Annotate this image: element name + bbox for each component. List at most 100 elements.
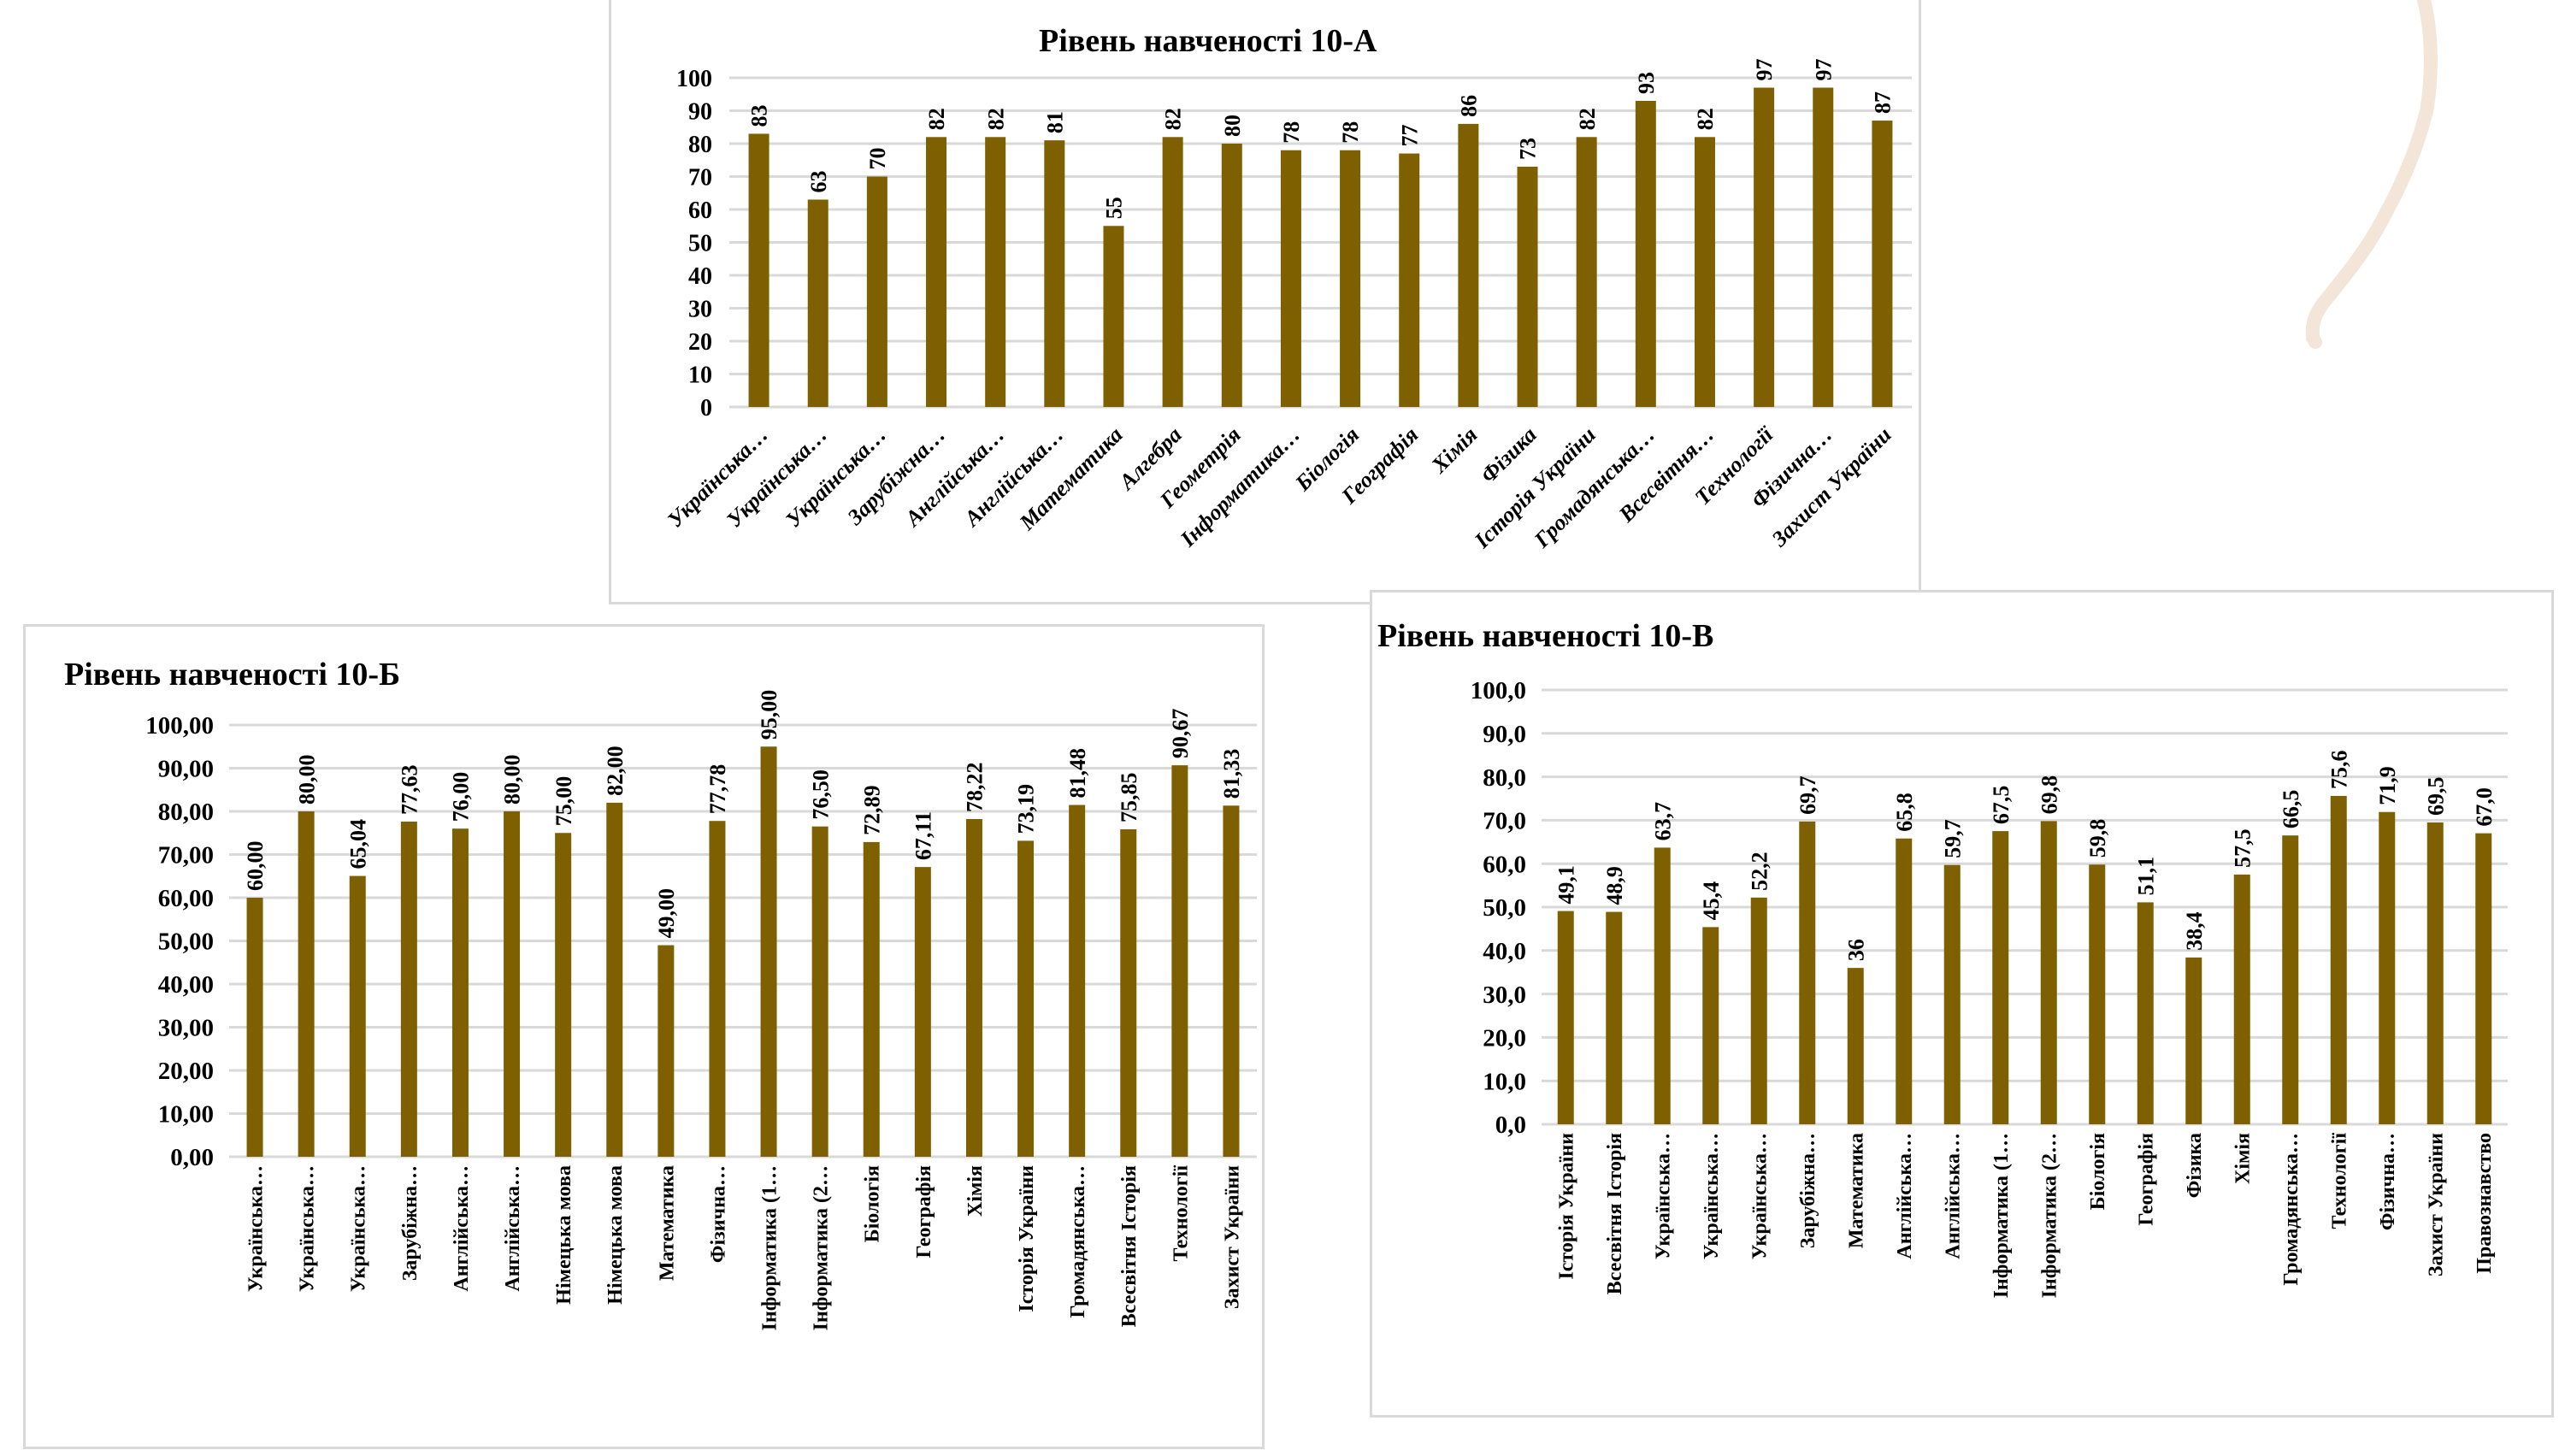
data-label: 72,89 <box>859 785 884 835</box>
data-label: 77 <box>1397 125 1422 147</box>
data-label: 81,48 <box>1065 748 1090 799</box>
bar <box>1171 765 1188 1157</box>
bar <box>709 821 726 1157</box>
data-label: 65,04 <box>345 819 370 869</box>
decorative-swirl-stroke <box>2305 0 2438 349</box>
x-tick-label: Інформатика (2… <box>2039 1133 2061 1298</box>
chart-10b-svg: Рівень навченості 10-Б 0,00 10,00 20,00 30,… <box>64 657 1257 1330</box>
bar <box>1340 150 1361 407</box>
x-tick-label: Українська… <box>1749 1133 1772 1259</box>
data-label: 69,5 <box>2423 776 2448 816</box>
y-tick-label: 90,00 <box>158 756 214 783</box>
x-tick-label: Зарубіжна… <box>399 1165 422 1281</box>
chart-10a: Рівень навченості 10-А 0 10 20 30 40 50 60 70 80… <box>609 0 1921 604</box>
bar <box>1750 897 1767 1124</box>
x-tick-label: Фізика <box>2184 1133 2206 1198</box>
data-label: 82,00 <box>603 746 628 796</box>
x-tick-label: Біологія <box>2087 1133 2109 1210</box>
y-tick-label: 70 <box>688 164 712 191</box>
data-label: 81 <box>1042 111 1067 133</box>
bar <box>985 137 1006 408</box>
x-tick-label: Українська… <box>245 1165 267 1292</box>
data-label: 77,78 <box>705 764 730 815</box>
y-tick-label: 0,0 <box>1495 1111 1526 1139</box>
x-tick-label: Правознавство <box>2474 1133 2496 1274</box>
bar <box>400 821 417 1157</box>
y-tick-label: 80,00 <box>158 799 214 826</box>
bar <box>657 945 675 1157</box>
data-label: 60,00 <box>243 841 268 892</box>
x-tick-label: Англійська… <box>1943 1133 1965 1259</box>
data-label: 90,67 <box>1168 709 1193 759</box>
x-tick-label: Німецька мова <box>553 1165 575 1305</box>
bar <box>1702 927 1719 1124</box>
bar <box>965 818 982 1157</box>
x-tick-label: Біологія <box>862 1165 884 1242</box>
data-label: 97 <box>1811 59 1836 81</box>
x-tick-label: Українська… <box>297 1165 319 1292</box>
bar <box>866 176 887 407</box>
x-tick-label: Географія <box>913 1165 935 1259</box>
data-label: 75,85 <box>1117 772 1141 822</box>
bar <box>863 841 880 1157</box>
data-label: 82 <box>1575 108 1600 130</box>
y-tick-label: 80 <box>688 132 712 158</box>
y-tick-label: 50,00 <box>158 928 214 956</box>
data-label: 78 <box>1338 121 1363 144</box>
data-label: 63 <box>806 170 831 192</box>
x-tick-label: Математика <box>656 1165 678 1281</box>
chart-10v-svg: Рівень навченості 10-В 0,0 10,0 20,0 30,0 40… <box>1377 618 2508 1298</box>
y-tick-label: 70,00 <box>158 842 214 869</box>
x-tick-label: Історія України <box>1016 1165 1038 1312</box>
data-label: 82 <box>1693 108 1718 130</box>
data-label: 69,7 <box>1796 775 1820 815</box>
y-tick-label: 50,0 <box>1483 894 1526 922</box>
y-tick-label: 30,0 <box>1483 981 1526 1009</box>
y-tick-label: 40 <box>688 263 712 290</box>
x-tick-label: Всесвітня Історія <box>1118 1165 1141 1327</box>
data-label: 55 <box>1102 197 1127 219</box>
data-label: 52,2 <box>1747 852 1772 891</box>
bar <box>1044 140 1065 407</box>
bar <box>748 133 770 407</box>
x-tick-label: Географія <box>2136 1133 2158 1226</box>
x-tick-label: Українська… <box>348 1165 370 1292</box>
data-label: 66,5 <box>2279 790 2303 829</box>
y-tick-label: 60,0 <box>1483 851 1526 878</box>
bar <box>1847 968 1864 1124</box>
x-tick-label: Інформатика (2… <box>811 1165 833 1330</box>
data-label: 78 <box>1279 121 1304 144</box>
bar <box>1280 150 1301 407</box>
data-label: 57,5 <box>2230 828 2255 868</box>
data-label: 59,7 <box>1940 819 1965 858</box>
bar <box>2330 795 2347 1124</box>
data-label: 73,19 <box>1014 784 1039 834</box>
bar <box>1399 153 1420 408</box>
x-tick-label: Всесвітня Історія <box>1604 1133 1626 1294</box>
data-label: 49,1 <box>1554 865 1578 905</box>
y-tick-label: 100 <box>676 66 712 92</box>
y-tick-label: 10,0 <box>1483 1068 1526 1095</box>
x-tick-label: Фізична… <box>707 1165 729 1263</box>
x-tick-label: Хімія <box>1426 422 1483 479</box>
data-label: 48,9 <box>1602 866 1627 905</box>
bar <box>2233 874 2250 1124</box>
bar <box>1799 821 1816 1124</box>
y-tick-label: 70,0 <box>1483 808 1526 835</box>
x-tick-label: Захист України <box>2426 1133 2448 1276</box>
data-label: 36 <box>1843 939 1868 961</box>
chart-title: Рівень навченості 10-В <box>1377 618 1713 654</box>
x-tick-label: Математика <box>1014 422 1128 536</box>
bar <box>2040 821 2057 1124</box>
data-label: 97 <box>1752 59 1777 81</box>
x-tick-label: Історія України <box>1556 1133 1578 1280</box>
y-tick-label: 60 <box>688 197 712 224</box>
bar <box>606 802 623 1157</box>
bar <box>2426 822 2444 1124</box>
y-tick-label: 80,0 <box>1483 764 1526 792</box>
data-label: 45,4 <box>1699 881 1724 921</box>
x-tick-label: Фізична… <box>2377 1133 2399 1230</box>
bar <box>1221 144 1242 407</box>
x-tick-label: Українська… <box>1653 1133 1675 1259</box>
